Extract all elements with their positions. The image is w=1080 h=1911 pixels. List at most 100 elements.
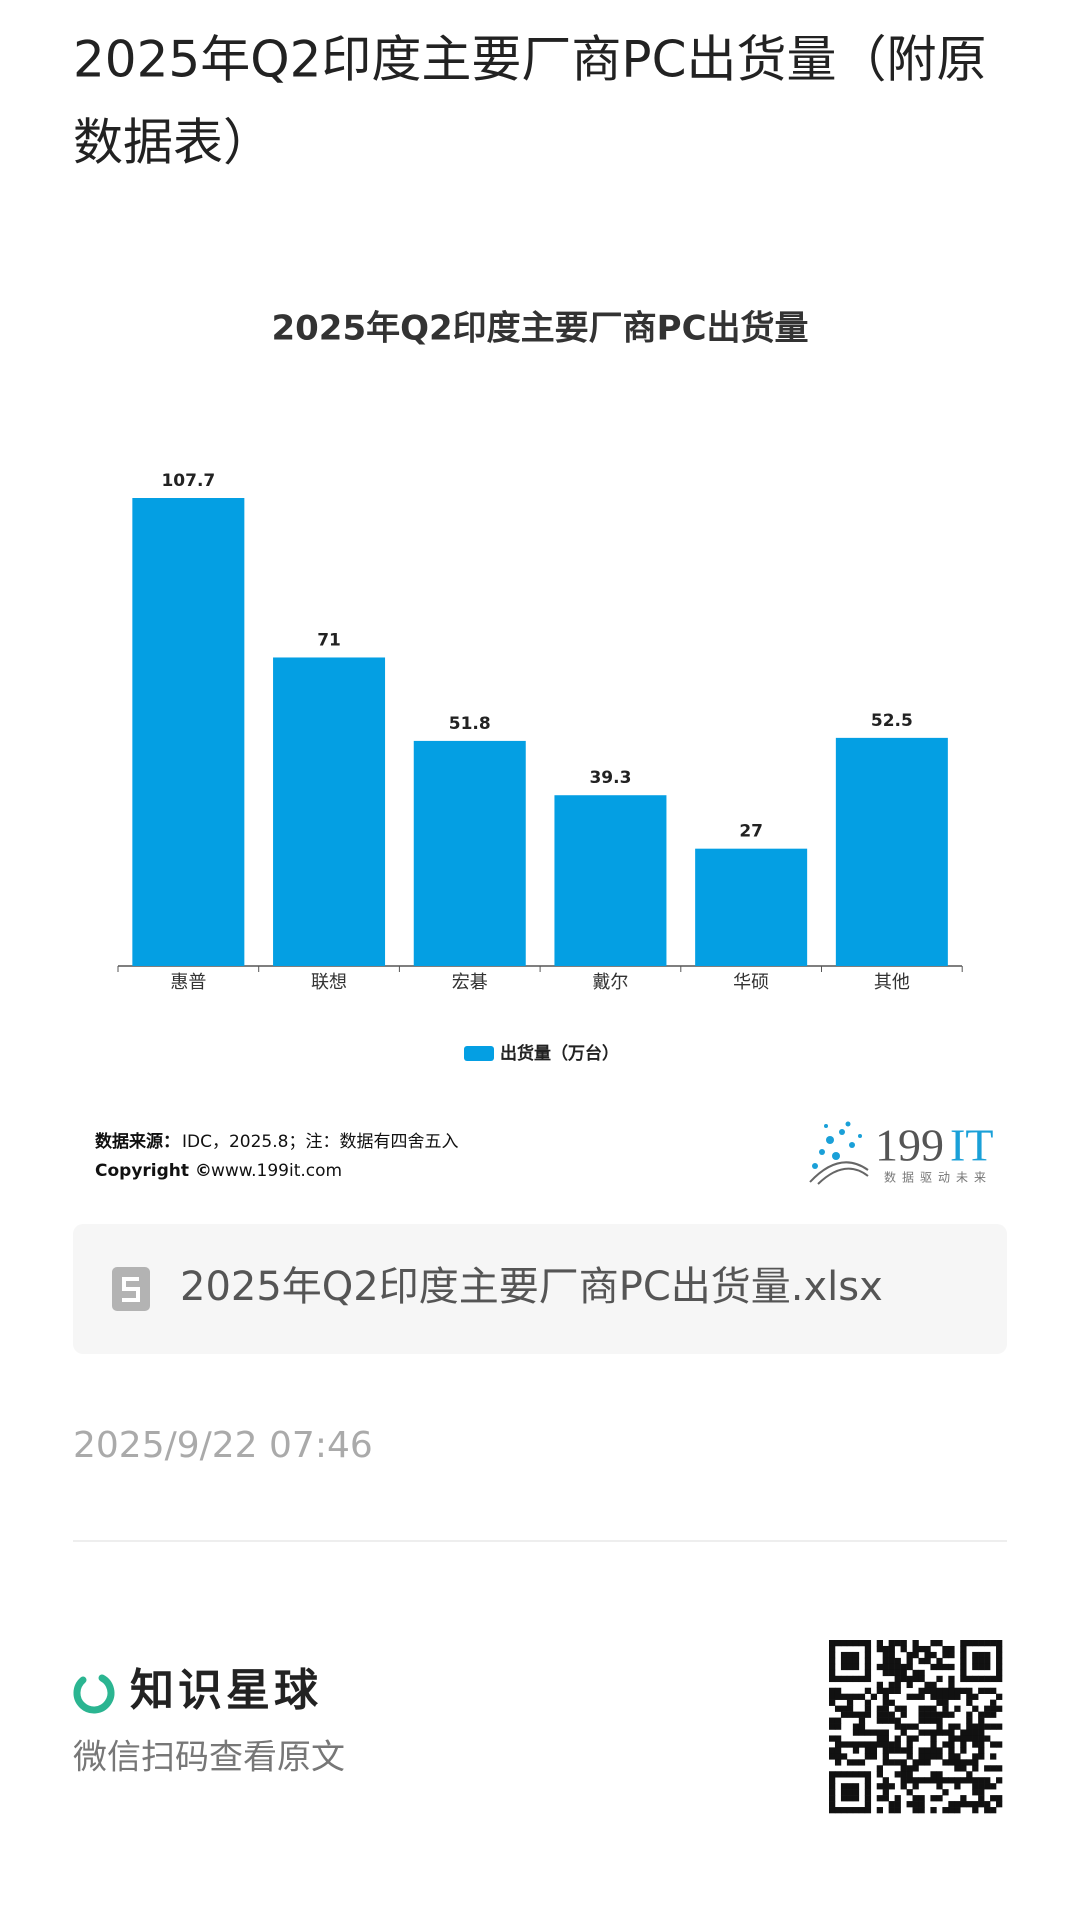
qr-module [948,1729,955,1736]
qr-module [882,1729,889,1736]
qr-module [834,1705,842,1712]
qr-module [996,1741,1003,1748]
qr-module [954,1783,961,1790]
qr-module [942,1699,949,1706]
qr-module [972,1759,979,1766]
qr-module [876,1741,883,1748]
qr-module [894,1801,901,1808]
qr-module [864,1645,872,1653]
qr-module [990,1783,997,1790]
qr-module [936,1747,943,1754]
qr-module [966,1699,973,1706]
qr-module [918,1795,925,1802]
qr-module [942,1687,949,1694]
qr-module [829,1645,836,1653]
bar [273,657,386,966]
qr-module [984,1807,991,1814]
qr-module [864,1753,872,1760]
qr-module [912,1783,919,1790]
qr-module [829,1675,836,1683]
qr-module [954,1777,961,1784]
qr-module [894,1669,901,1677]
qr-module [972,1663,979,1671]
qr-module [829,1747,836,1754]
qr-module [829,1771,836,1778]
qr-module [930,1640,937,1647]
qr-module [888,1657,895,1665]
qr-module [846,1699,854,1706]
qr-module [900,1723,907,1730]
qr-module [984,1723,991,1730]
qr-module [966,1735,973,1742]
qr-module [942,1741,949,1748]
qr-module [852,1741,860,1748]
bar [835,737,948,966]
qr-module [936,1783,943,1790]
qr-module [852,1640,860,1647]
qr-module [882,1789,889,1796]
attachment-filename[interactable]: 2025年Q2印度主要厂商PC出货量.xlsx [180,1264,883,1310]
file-icon-glyph [122,1277,140,1302]
qr-module [978,1687,985,1694]
qr-module [882,1795,889,1802]
attachment-card[interactable] [73,1224,1007,1354]
qr-module [840,1711,848,1718]
qr-module [966,1729,973,1736]
qr-module [984,1711,991,1718]
qr-module [948,1711,955,1718]
qr-module [972,1783,979,1790]
qr-module [978,1735,985,1742]
qr-module [948,1777,955,1784]
qr-module [996,1669,1003,1677]
qr-module [978,1729,985,1736]
legend-label: 出货量（万台） [500,1043,619,1064]
qr-module [996,1693,1003,1700]
footer-hint: 微信扫码查看原文 [73,1738,345,1778]
qr-module [834,1771,842,1778]
logo-swoosh [809,1161,869,1185]
qr-module [894,1741,901,1748]
qr-module [858,1807,866,1814]
qr-module [996,1663,1003,1671]
qr-module [906,1663,913,1671]
qr-module [960,1657,967,1665]
qr-module [930,1705,937,1712]
qr-module [852,1783,860,1790]
qr-module [864,1807,872,1814]
qr-module [948,1681,955,1689]
qr-module [840,1651,848,1659]
qr-module [882,1735,889,1742]
qr-module [876,1765,883,1772]
qr-module [948,1735,955,1742]
qr-module [882,1783,889,1790]
qr-module [894,1640,901,1647]
qr-module [984,1675,991,1683]
qr-module [900,1645,907,1653]
qr-module [954,1801,961,1808]
qr-module [882,1705,889,1712]
qr-module [954,1759,961,1766]
qr-module [840,1663,848,1671]
qr-module [888,1663,895,1671]
qr-module [978,1657,985,1665]
qr-module [966,1801,973,1808]
page-title: 数据表） [73,114,273,172]
qr-module [918,1675,925,1683]
qr-module [978,1717,985,1724]
qr-module [888,1681,895,1689]
qr-module [936,1771,943,1778]
qr-module [954,1735,961,1742]
qr-module [840,1705,848,1712]
qr-module [876,1735,883,1742]
qr-module [972,1801,979,1808]
qr-module [918,1669,925,1677]
logo-letters: IT [950,1120,993,1171]
qr-module [900,1669,907,1677]
qr-module [972,1807,979,1814]
qr-module [942,1651,949,1659]
qr-module [888,1651,895,1659]
qr-module [882,1711,889,1718]
qr-module [972,1723,979,1730]
qr-module [829,1795,836,1802]
